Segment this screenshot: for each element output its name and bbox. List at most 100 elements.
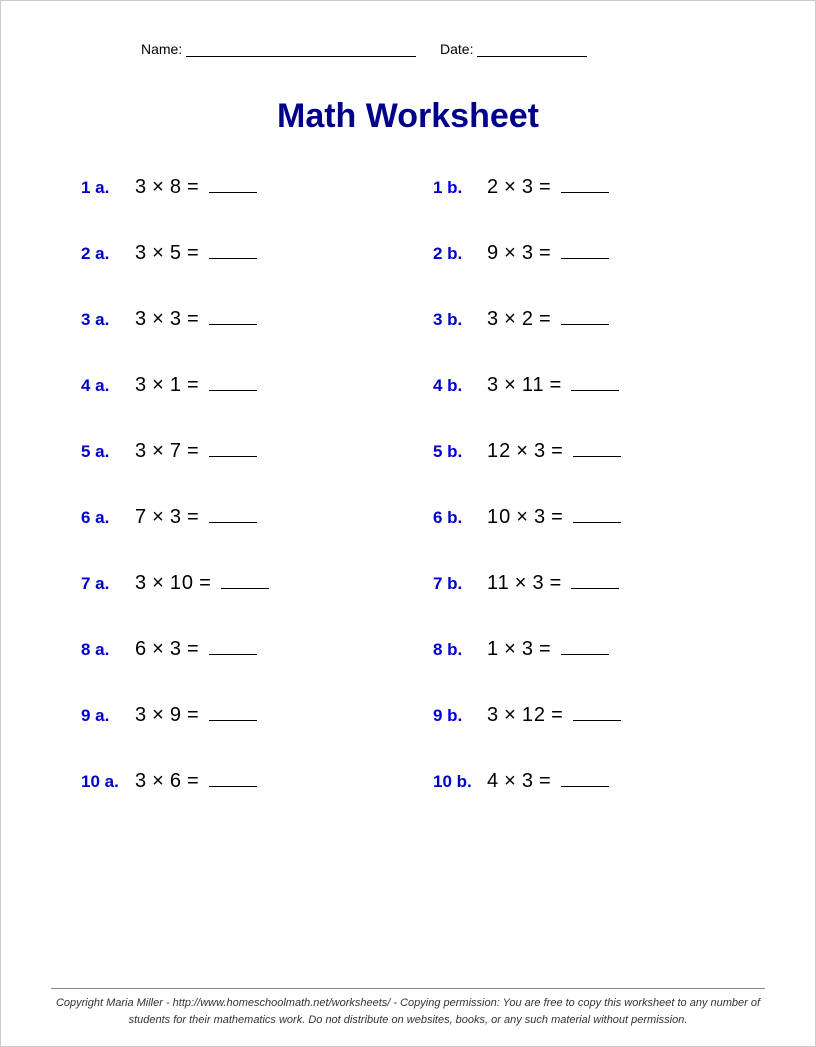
equals-icon: =	[182, 242, 205, 264]
equals-icon: =	[182, 176, 205, 198]
problem-label: 9 a.	[81, 706, 135, 726]
date-blank[interactable]	[477, 43, 587, 57]
times-icon: ×	[147, 572, 170, 594]
problem-expression: 3×1=	[135, 374, 257, 397]
equals-icon: =	[534, 242, 557, 264]
name-blank[interactable]	[186, 43, 416, 57]
operand-right: 3	[522, 638, 534, 660]
answer-blank[interactable]	[209, 309, 257, 325]
operand-left: 3	[487, 308, 499, 330]
times-icon: ×	[499, 308, 522, 330]
problem-row: 8 a.6×3=	[81, 638, 393, 661]
problem-expression: 11×3=	[487, 572, 619, 595]
operand-left: 3	[135, 308, 147, 330]
answer-blank[interactable]	[561, 639, 609, 655]
times-icon: ×	[499, 704, 522, 726]
answer-blank[interactable]	[571, 375, 619, 391]
times-icon: ×	[499, 242, 522, 264]
answer-blank[interactable]	[573, 441, 621, 457]
answer-blank[interactable]	[561, 309, 609, 325]
answer-blank[interactable]	[561, 771, 609, 787]
times-icon: ×	[147, 770, 170, 792]
operand-right: 5	[170, 242, 182, 264]
problems-grid: 1 a.3×8=1 b.2×3=2 a.3×5=2 b.9×3=3 a.3×3=…	[51, 176, 765, 793]
equals-icon: =	[546, 440, 569, 462]
problem-expression: 2×3=	[487, 176, 609, 199]
equals-icon: =	[546, 704, 569, 726]
problem-row: 1 b.2×3=	[433, 176, 745, 199]
operand-right: 6	[170, 770, 182, 792]
operand-right: 8	[170, 176, 182, 198]
problem-row: 6 a.7×3=	[81, 506, 393, 529]
times-icon: ×	[147, 176, 170, 198]
problem-label: 1 b.	[433, 178, 487, 198]
answer-blank[interactable]	[561, 243, 609, 259]
problem-row: 10 b.4×3=	[433, 770, 745, 793]
answer-blank[interactable]	[209, 375, 257, 391]
problem-expression: 12×3=	[487, 440, 621, 463]
operand-right: 1	[170, 374, 182, 396]
answer-blank[interactable]	[209, 771, 257, 787]
problem-expression: 3×7=	[135, 440, 257, 463]
problem-expression: 7×3=	[135, 506, 257, 529]
problem-label: 10 a.	[81, 772, 135, 792]
problem-row: 8 b.1×3=	[433, 638, 745, 661]
problem-expression: 3×12=	[487, 704, 621, 727]
problem-label: 2 b.	[433, 244, 487, 264]
operand-right: 3	[532, 572, 544, 594]
operand-left: 7	[135, 506, 147, 528]
problem-label: 7 a.	[81, 574, 135, 594]
equals-icon: =	[194, 572, 217, 594]
equals-icon: =	[182, 704, 205, 726]
answer-blank[interactable]	[209, 705, 257, 721]
equals-icon: =	[182, 440, 205, 462]
problem-expression: 3×11=	[487, 374, 619, 397]
answer-blank[interactable]	[221, 573, 269, 589]
answer-blank[interactable]	[573, 705, 621, 721]
times-icon: ×	[147, 374, 170, 396]
problem-row: 9 b.3×12=	[433, 704, 745, 727]
page-title: Math Worksheet	[51, 97, 765, 136]
problem-label: 4 a.	[81, 376, 135, 396]
problem-expression: 3×9=	[135, 704, 257, 727]
problem-label: 2 a.	[81, 244, 135, 264]
answer-blank[interactable]	[209, 177, 257, 193]
problem-label: 6 a.	[81, 508, 135, 528]
operand-left: 6	[135, 638, 147, 660]
equals-icon: =	[534, 770, 557, 792]
equals-icon: =	[182, 374, 205, 396]
footer-text: Copyright Maria Miller - http://www.home…	[51, 988, 765, 1028]
answer-blank[interactable]	[561, 177, 609, 193]
answer-blank[interactable]	[209, 441, 257, 457]
worksheet-page: Name: Date: Math Worksheet 1 a.3×8=1 b.2…	[0, 0, 816, 1047]
operand-right: 3	[534, 440, 546, 462]
answer-blank[interactable]	[209, 507, 257, 523]
times-icon: ×	[510, 572, 533, 594]
problem-expression: 3×3=	[135, 308, 257, 331]
problem-label: 6 b.	[433, 508, 487, 528]
problem-label: 3 b.	[433, 310, 487, 330]
problem-expression: 3×10=	[135, 572, 269, 595]
operand-left: 3	[487, 374, 499, 396]
answer-blank[interactable]	[573, 507, 621, 523]
date-label: Date:	[440, 41, 473, 57]
problem-row: 2 b.9×3=	[433, 242, 745, 265]
name-label: Name:	[141, 41, 182, 57]
answer-blank[interactable]	[209, 243, 257, 259]
answer-blank[interactable]	[571, 573, 619, 589]
answer-blank[interactable]	[209, 639, 257, 655]
operand-right: 3	[170, 506, 182, 528]
operand-right: 3	[170, 308, 182, 330]
problem-expression: 3×6=	[135, 770, 257, 793]
operand-left: 3	[135, 374, 147, 396]
times-icon: ×	[499, 374, 522, 396]
problem-row: 1 a.3×8=	[81, 176, 393, 199]
problem-row: 4 a.3×1=	[81, 374, 393, 397]
equals-icon: =	[534, 638, 557, 660]
problem-row: 6 b.10×3=	[433, 506, 745, 529]
operand-right: 3	[522, 176, 534, 198]
problem-label: 9 b.	[433, 706, 487, 726]
equals-icon: =	[546, 506, 569, 528]
problem-expression: 1×3=	[487, 638, 609, 661]
times-icon: ×	[499, 770, 522, 792]
